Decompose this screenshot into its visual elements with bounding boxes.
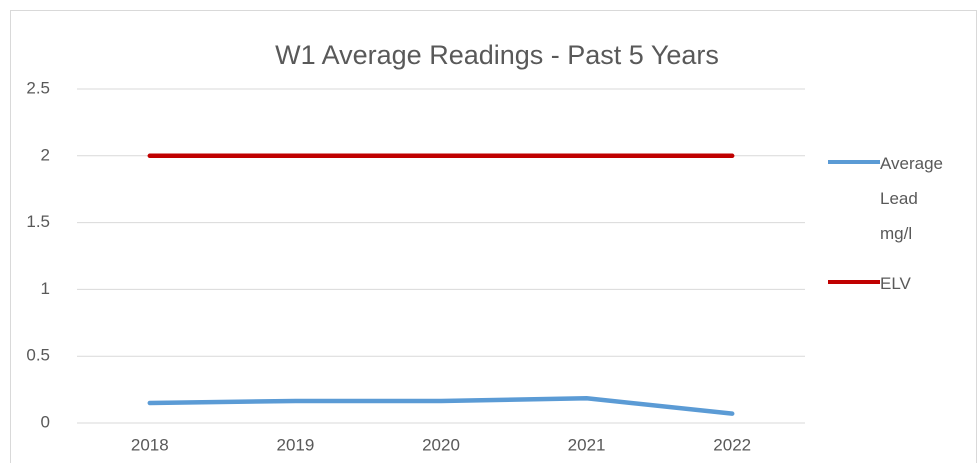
- chart-border: [10, 10, 977, 463]
- y-tick-label: 0: [41, 412, 50, 431]
- legend-label: Average Lead mg/l: [880, 154, 944, 243]
- legend-swatch: [828, 160, 880, 164]
- y-tick-label: 1.5: [26, 212, 50, 231]
- chart-title: W1 Average Readings - Past 5 Years: [275, 40, 719, 70]
- y-tick-label: 1: [41, 279, 50, 298]
- y-tick-label: 2: [41, 145, 50, 164]
- x-tick-label: 2018: [131, 435, 169, 454]
- y-tick-label: 2.5: [26, 78, 50, 97]
- legend-swatch: [828, 280, 880, 284]
- legend-item: Average Lead mg/l: [828, 146, 950, 251]
- x-tick-label: 2021: [568, 435, 606, 454]
- y-tick-label: 0.5: [26, 346, 50, 365]
- legend-label: ELV: [880, 274, 911, 293]
- x-tick-label: 2019: [276, 435, 314, 454]
- series-line: [147, 396, 735, 416]
- x-tick-label: 2022: [713, 435, 751, 454]
- x-tick-label: 2020: [422, 435, 460, 454]
- legend-item: ELV: [828, 266, 950, 301]
